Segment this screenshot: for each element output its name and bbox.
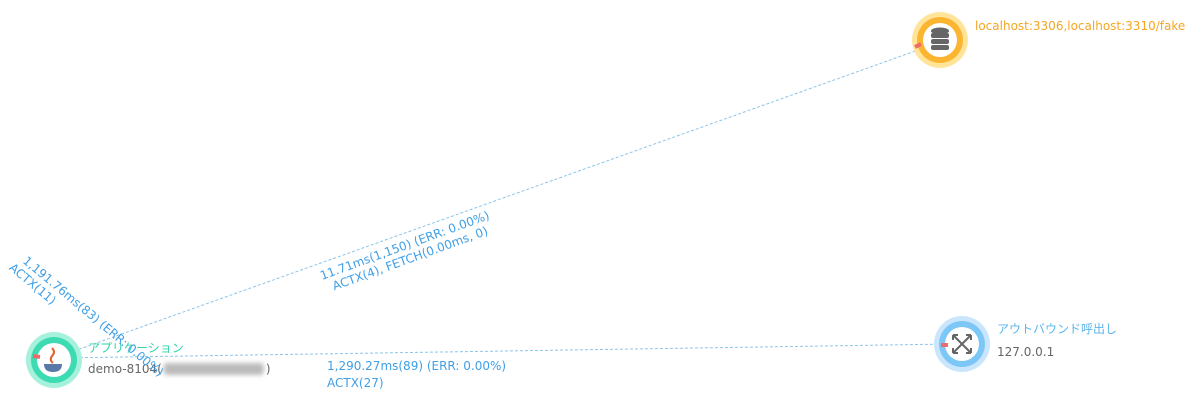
node-label: localhost:3306,localhost:3310/fake <box>975 19 1185 33</box>
node-sublabel: ) <box>266 362 271 376</box>
redacted-text <box>163 363 264 375</box>
edge-label: ACTX(27) <box>327 376 384 390</box>
database-node[interactable] <box>912 12 968 68</box>
node-sublabel: 127.0.0.1 <box>997 345 1054 359</box>
edge-line[interactable] <box>59 343 951 359</box>
outbound-node[interactable] <box>934 316 990 372</box>
node-label: アウトバウンド呼出し <box>997 322 1117 336</box>
application-node[interactable] <box>26 332 82 388</box>
edge-label: 1,290.27ms(89) (ERR: 0.00%) <box>327 359 506 373</box>
edge-line[interactable] <box>59 43 936 357</box>
node-sublabel: demo-8104( <box>88 362 162 376</box>
node-label: アプリケーション <box>88 341 184 355</box>
